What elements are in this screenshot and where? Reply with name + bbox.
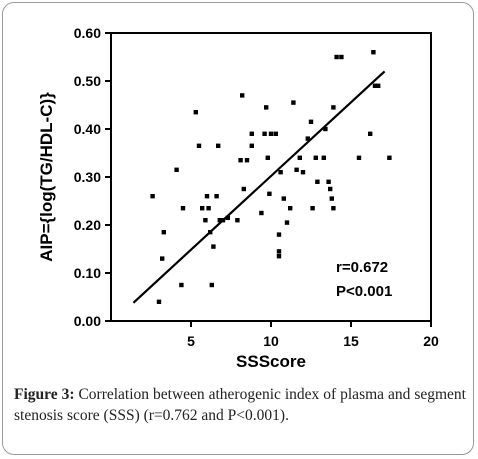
data-point [313,155,318,160]
data-point [276,232,282,237]
data-point [305,136,310,141]
data-point [249,131,254,136]
data-point [294,167,299,172]
data-point [259,210,264,216]
data-point [156,299,162,304]
data-point [281,196,286,201]
data-point [241,186,246,192]
caption-label: Figure 3: [14,386,75,403]
y-tick-label: 0.60 [74,25,101,41]
data-point [315,179,320,184]
x-axis-ticks: 5 10 15 20 [187,321,439,349]
y-tick-label: 0.50 [74,73,101,89]
data-point [291,100,296,105]
regression-line [132,70,386,304]
data-point [200,206,205,211]
data-point [273,131,278,136]
data-point [265,155,270,160]
x-tick-label: 10 [263,333,279,349]
x-axis-label: SSScore [236,352,306,371]
scatter-chart: 0.00 0.10 0.20 0.30 0.40 0.50 0.60 5 10 15 20 r=0… [37,25,439,371]
data-point [211,244,216,249]
data-point [334,54,339,60]
data-point [179,282,184,288]
data-point [244,158,250,163]
y-tick-label: 0.00 [74,313,101,329]
y-axis-label: AIP={log(TG/HDL-C)} [37,92,56,262]
data-point [300,170,306,175]
data-point [264,105,269,110]
data-point [372,83,378,88]
data-point [203,218,208,223]
data-point [249,143,254,148]
data-point [240,93,245,98]
data-point [356,155,362,160]
data-point [262,131,267,136]
data-point [214,194,219,199]
y-tick-label: 0.10 [74,265,101,281]
data-point [206,206,211,211]
data-point [160,256,165,261]
data-point [321,155,326,160]
data-point [323,126,328,132]
data-point [308,119,314,124]
x-tick-label: 5 [187,333,195,349]
p-value-annotation: P<0.001 [336,283,392,300]
data-point [225,215,230,220]
y-tick-label: 0.20 [74,217,101,233]
data-point [328,186,333,192]
data-point [150,194,155,199]
data-point [267,191,272,196]
data-point [278,170,283,175]
data-point [268,131,274,136]
data-point [204,194,210,199]
data-point [329,196,334,201]
figure-caption: Figure 3: Correlation between atherogeni… [14,384,466,426]
data-point [326,179,331,184]
figure-frame [2,2,474,455]
data-point [310,206,315,211]
data-point [180,206,186,211]
correlation-annotation: r=0.672 [336,259,388,276]
x-tick-label: 15 [343,333,359,349]
x-tick-label: 20 [423,333,439,349]
data-point [209,282,214,288]
data-point [331,206,336,211]
caption-text: Correlation between atherogenic index of… [14,386,466,424]
data-point [216,143,221,148]
data-point [217,218,222,223]
y-tick-label: 0.40 [74,121,101,137]
data-point [376,83,381,88]
data-point [161,230,166,235]
y-tick-label: 0.30 [74,169,101,185]
data-point [297,155,302,160]
data-point [238,158,243,163]
data-point [368,131,373,136]
data-point [387,155,392,160]
data-point [174,167,179,172]
y-axis-ticks: 0.00 0.10 0.20 0.30 0.40 0.50 0.60 [74,25,111,329]
data-point [284,220,290,225]
data-point [339,54,344,60]
data-point [196,143,202,148]
data-point [276,254,282,259]
data-point [371,50,376,55]
data-point [235,218,240,223]
data-point [193,110,198,115]
data-point [276,249,282,254]
data-point [331,105,336,110]
data-points [150,50,392,304]
data-point [288,206,293,211]
